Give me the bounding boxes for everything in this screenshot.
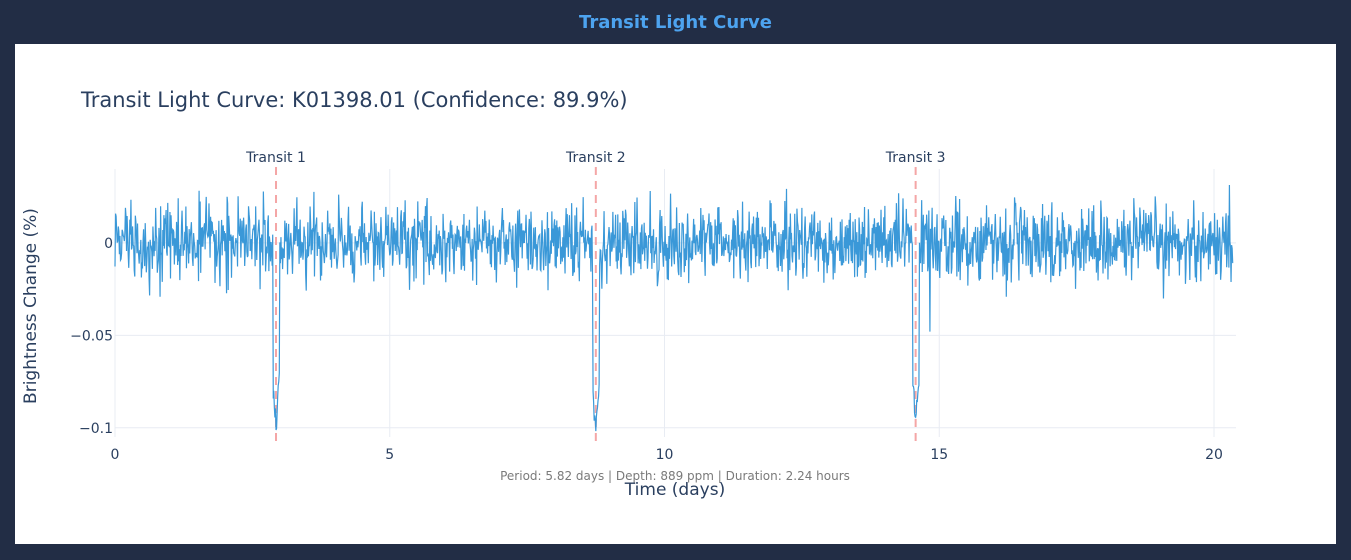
light-curve-chart: Transit Light Curve: K01398.01 (Confiden…: [21, 88, 1236, 500]
x-axis-label: Time (days): [624, 480, 725, 500]
transit-label: Transit 3: [885, 150, 946, 166]
y-tick-label: −0.05: [70, 328, 113, 344]
chart-title: Transit Light Curve: K01398.01 (Confiden…: [80, 88, 628, 112]
transit-labels: Transit 1 Transit 2 Transit 3: [245, 150, 945, 166]
transit-label: Transit 2: [565, 150, 626, 166]
y-axis-label: Brightness Change (%): [21, 208, 41, 404]
x-tick-label: 20: [1205, 447, 1223, 463]
transit-markers: [275, 167, 917, 447]
y-tick-label: −0.1: [79, 421, 113, 437]
transit-label: Transit 1: [245, 150, 306, 166]
x-tick-label: 15: [930, 447, 948, 463]
x-tick-label: 10: [656, 447, 674, 463]
series-layer: [114, 184, 1234, 432]
axis-ticks: 0 5 10 15 20 0 −0.05 −0.1: [70, 236, 1223, 463]
x-tick-label: 0: [111, 447, 120, 463]
grid-lines: [114, 169, 1236, 437]
y-tick-label: 0: [104, 236, 113, 252]
x-tick-label: 5: [385, 447, 394, 463]
page-title: Transit Light Curve: [579, 11, 772, 33]
annotation-text: Period: 5.82 days | Depth: 889 ppm | Dur…: [500, 469, 850, 483]
light-curve-series: [114, 184, 1234, 432]
chart-panel: Transit Light Curve: K01398.01 (Confiden…: [15, 44, 1336, 544]
